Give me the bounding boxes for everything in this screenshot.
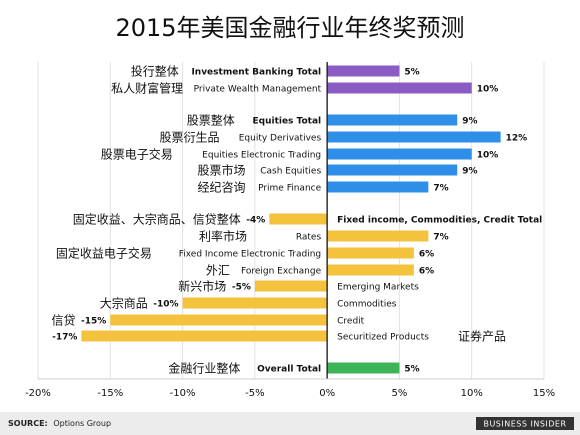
bar <box>327 264 414 276</box>
chart-title: 2015年美国金融行业年终奖预测 <box>115 14 464 42</box>
chinese-label: 利率市场 <box>199 229 247 244</box>
data-label: 7% <box>433 184 448 194</box>
bar <box>327 114 458 126</box>
data-label: 5% <box>404 365 419 375</box>
data-label: 6% <box>419 267 434 277</box>
bar <box>327 181 429 193</box>
english-label: Equities Total <box>252 117 321 127</box>
bar <box>327 131 501 143</box>
chinese-label: 经纪咨询 <box>198 180 246 195</box>
bar <box>182 297 328 309</box>
data-label: -15% <box>81 317 106 327</box>
bar <box>254 280 328 292</box>
bars <box>81 65 501 374</box>
english-label: Prime Finance <box>258 184 322 194</box>
bar <box>327 362 400 374</box>
x-tick-label: -5% <box>245 388 264 399</box>
english-label: Overall Total <box>257 365 321 375</box>
chinese-label: 私人财富管理 <box>111 81 183 96</box>
bar <box>327 82 472 94</box>
chinese-label: 投行整体 <box>131 64 179 79</box>
data-label: 12% <box>506 134 528 144</box>
english-label: Cash Equities <box>260 167 321 177</box>
data-label: -4% <box>246 216 265 226</box>
chinese-label: 固定收益、大宗商品、信贷整体 <box>73 212 241 227</box>
x-tick-label: 15% <box>533 388 555 399</box>
bar <box>81 330 328 342</box>
english-label: Investment Banking Total <box>191 68 321 78</box>
bar <box>327 164 458 176</box>
chinese-label: 股票市场 <box>198 163 246 178</box>
english-label: Securitized Products <box>337 333 429 343</box>
x-tick-label: 10% <box>461 388 483 399</box>
bar <box>327 230 429 242</box>
bar <box>327 65 400 77</box>
x-tick-label: -15% <box>97 388 123 399</box>
data-label: -5% <box>232 283 251 293</box>
chinese-label: 固定收益电子交易 <box>56 246 152 261</box>
x-tick-label: 0% <box>319 388 335 399</box>
chinese-label: 大宗商品 <box>100 296 148 311</box>
english-label: Commodities <box>337 300 397 310</box>
chinese-label: 外汇 <box>206 264 230 278</box>
english-label: Equities Electronic Trading <box>202 151 321 161</box>
data-label: 10% <box>477 85 499 95</box>
chinese-label: 股票整体 <box>187 113 235 128</box>
data-label: -10% <box>153 300 178 310</box>
english-label: Emerging Markets <box>337 283 419 293</box>
category-labels: Investment Banking Total 投行整体 Private Weal… <box>51 64 542 376</box>
data-labels: 5%10%9%12%10%9%7%-4%7%6%6%-5%-10%-15%-17… <box>52 68 527 375</box>
data-label: 9% <box>462 167 477 177</box>
brand-badge <box>476 417 574 430</box>
chinese-label: 股票衍生品 <box>160 131 220 145</box>
data-label: -17% <box>52 333 77 343</box>
data-label: 6% <box>419 250 434 260</box>
source-name: Options Group <box>53 419 111 428</box>
chinese-label: 信贷 <box>51 314 75 328</box>
english-label: Foreign Exchange <box>241 267 322 277</box>
x-axis: -20% -15% -10% -5% 0% 5% 10% 15% <box>25 62 555 399</box>
english-label: Fixed Income Electronic Trading <box>179 250 321 260</box>
english-label: Private Wealth Management <box>194 85 322 95</box>
data-label: 10% <box>477 151 499 161</box>
bar <box>269 213 328 225</box>
chinese-label: 证券产品 <box>458 329 506 344</box>
english-label: Rates <box>296 233 322 243</box>
brand-logo: BUSINESS INSIDER <box>483 420 566 429</box>
chinese-label: 股票电子交易 <box>101 147 173 162</box>
x-tick-label: 5% <box>391 388 407 399</box>
x-tick-label: -10% <box>170 388 196 399</box>
english-label: Fixed income, Commodities, Credit Total <box>337 216 542 226</box>
data-label: 9% <box>462 117 477 127</box>
bar <box>110 314 328 326</box>
data-label: 5% <box>404 68 419 78</box>
data-label: 7% <box>433 233 448 243</box>
footer-bar <box>0 412 580 435</box>
source-note: SOURCE: Options Group <box>8 419 111 428</box>
english-label: Equity Derivatives <box>239 134 322 144</box>
chinese-label: 金融行业整体 <box>168 361 240 376</box>
bar <box>327 247 414 259</box>
bar <box>327 148 472 160</box>
source-label: SOURCE: <box>8 419 48 428</box>
chinese-label: 新兴市场 <box>178 279 226 294</box>
x-tick-label: -20% <box>25 388 51 399</box>
english-label: Credit <box>337 317 365 327</box>
